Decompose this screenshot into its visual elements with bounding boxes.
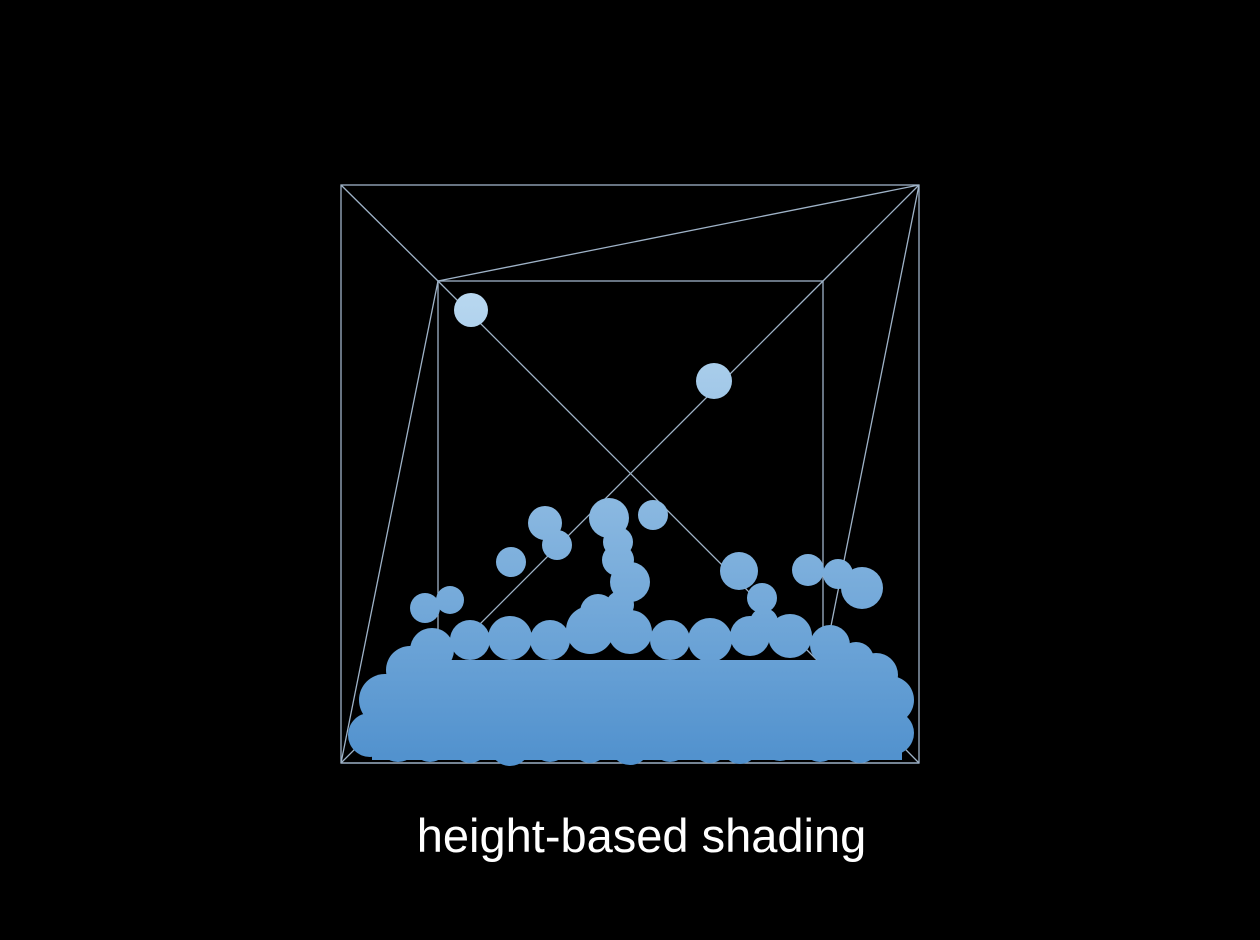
fluid-pool-particle — [768, 614, 812, 658]
box-diagonal-top — [437, 184, 920, 282]
fluid-pool-particle — [488, 616, 532, 660]
fluid-pool-particle — [722, 728, 758, 764]
fluid-pool-particle — [570, 660, 630, 720]
fluid-pool-particle — [530, 620, 570, 660]
splash-particle — [589, 498, 629, 538]
splash-particle — [792, 554, 824, 586]
fluid-pool-particle — [390, 660, 450, 720]
box-diagonal-inner-b — [437, 280, 824, 667]
droplet-particle — [454, 293, 488, 327]
box-edge-top-right — [822, 184, 920, 282]
box-diagonal-left — [340, 280, 439, 764]
fluid-pool-particle — [412, 726, 448, 762]
fluid-pool-particle — [810, 660, 870, 720]
splash-particle — [750, 608, 778, 636]
fluid-pool-particle — [750, 660, 810, 720]
fluid-particles — [348, 293, 914, 766]
fluid-pool-particle — [450, 660, 510, 720]
splash-particle — [638, 500, 668, 530]
fluid-pool-particle — [510, 660, 570, 720]
fluid-pool-particle — [378, 722, 418, 762]
droplet-particle — [696, 363, 732, 399]
fluid-pool-particle — [572, 727, 608, 763]
fluid-pool-particle — [450, 620, 490, 660]
fluid-pool-particle — [690, 660, 750, 720]
fluid-pool-particle — [630, 660, 690, 720]
fluid-pool-particle — [650, 620, 690, 660]
splash-particle — [496, 547, 526, 577]
splash-particle — [720, 552, 758, 590]
fluid-pool-particle — [802, 726, 838, 762]
splash-particle — [436, 586, 464, 614]
fluid-pool-particle — [762, 725, 798, 761]
caption-label: height-based shading — [416, 809, 867, 862]
fluid-pool-particle — [610, 725, 650, 765]
fluid-pool-particle — [652, 726, 688, 762]
fluid-pool-particle — [692, 727, 728, 763]
fluid-pool-particle — [452, 727, 488, 763]
box-edge-top-left — [340, 184, 439, 282]
splash-particle — [747, 583, 777, 613]
fluid-pool-particle — [688, 618, 732, 662]
fluid-pool-particle — [608, 610, 652, 654]
splash-particle — [410, 593, 440, 623]
fluid-pool-particle — [532, 726, 568, 762]
splash-particle — [841, 567, 883, 609]
splash-particle — [542, 530, 572, 560]
fluid-pool-particle — [490, 726, 530, 766]
